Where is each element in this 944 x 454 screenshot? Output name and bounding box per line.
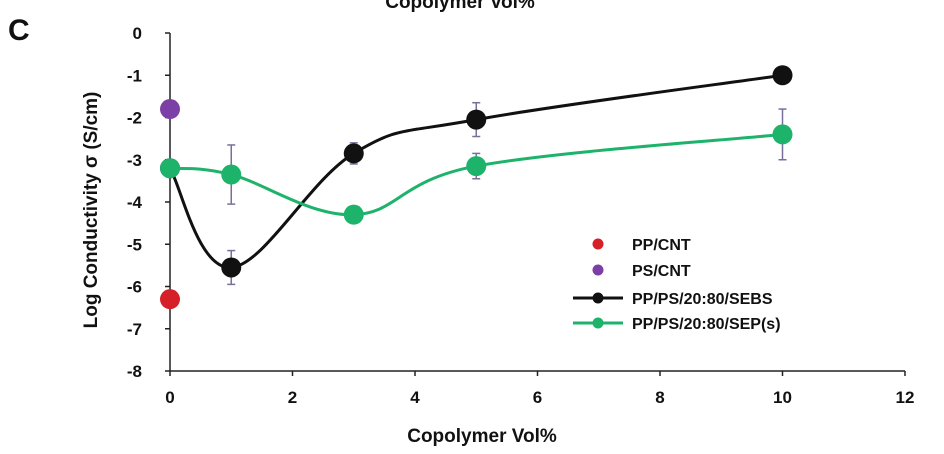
data-point xyxy=(466,156,487,177)
legend-marker xyxy=(592,264,604,276)
x-axis-title: Copolymer Vol% xyxy=(407,426,557,447)
y-tick-label: -7 xyxy=(127,320,142,339)
y-tick-label: 0 xyxy=(133,24,142,43)
data-point xyxy=(466,109,487,130)
data-point xyxy=(343,143,364,164)
y-tick-label: -6 xyxy=(127,278,142,297)
legend-label: PS/CNT xyxy=(632,263,691,280)
y-tick-label: -1 xyxy=(127,66,142,85)
panel-letter: C xyxy=(8,14,30,47)
chart-title: Copolymer Vol% xyxy=(385,0,535,13)
y-ticks: 0 -1 -2 -3 -4 -5 -6 -7 -8 xyxy=(127,24,170,381)
data-point xyxy=(221,257,242,278)
legend-item: PP/PS/20:80/SEP(s) xyxy=(573,316,781,333)
legend: PP/CNT PS/CNT PP/PS/20:80/SEBS PP/PS/20:80/… xyxy=(573,237,781,333)
legend-label: PP/PS/20:80/SEBS xyxy=(632,291,773,308)
legend-marker xyxy=(592,317,604,329)
legend-marker xyxy=(592,238,604,250)
data-point xyxy=(160,158,180,179)
x-tick-label: 4 xyxy=(410,388,420,407)
legend-label: PP/PS/20:80/SEP(s) xyxy=(632,316,781,333)
x-tick-label: 10 xyxy=(773,388,792,407)
legend-item: PS/CNT xyxy=(592,263,691,280)
legend-marker xyxy=(592,292,604,304)
legend-item: PP/PS/20:80/SEBS xyxy=(573,291,773,308)
x-ticks: 0 2 4 6 8 10 12 xyxy=(165,371,914,407)
y-axis-title: Log Conductivity σ (S/cm) xyxy=(81,92,102,329)
data-point xyxy=(160,289,180,310)
data-point xyxy=(160,99,180,120)
data-point xyxy=(772,65,793,86)
data-point xyxy=(772,124,793,145)
legend-item: PP/CNT xyxy=(592,237,691,254)
x-tick-label: 0 xyxy=(165,388,174,407)
y-tick-label: -2 xyxy=(127,109,142,128)
series-layer xyxy=(160,65,793,310)
x-tick-label: 12 xyxy=(896,388,915,407)
series-1 xyxy=(160,99,180,120)
y-tick-label: -8 xyxy=(127,362,142,381)
series-line xyxy=(168,73,783,269)
data-point xyxy=(343,204,364,225)
y-tick-label: -3 xyxy=(127,151,142,170)
x-tick-label: 2 xyxy=(288,388,297,407)
series-0 xyxy=(160,289,180,310)
x-tick-label: 8 xyxy=(655,388,664,407)
y-tick-label: -4 xyxy=(127,193,143,212)
x-tick-label: 6 xyxy=(533,388,542,407)
y-tick-label: -5 xyxy=(127,235,142,254)
legend-label: PP/CNT xyxy=(632,237,691,254)
data-point xyxy=(221,164,242,185)
series-3 xyxy=(160,108,793,225)
axes xyxy=(169,33,905,372)
